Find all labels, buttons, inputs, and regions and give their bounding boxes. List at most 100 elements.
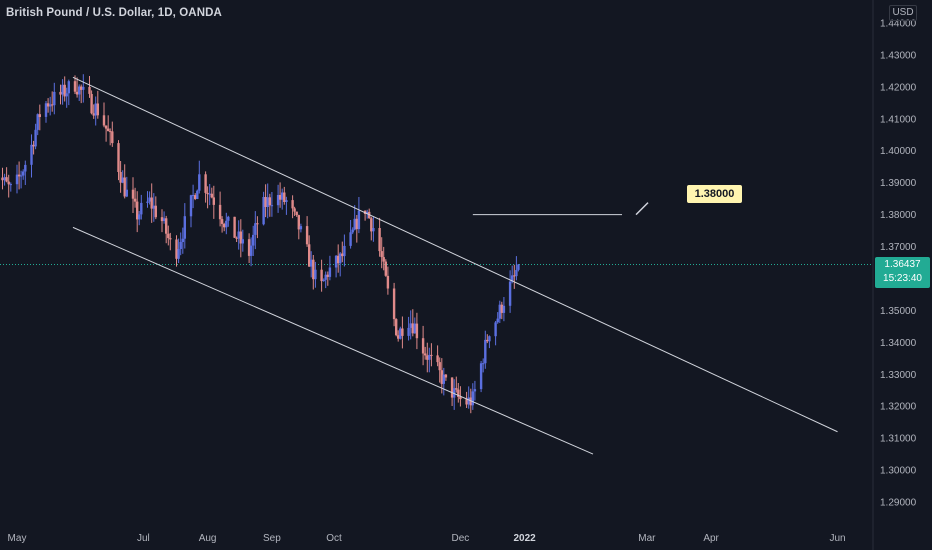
candle-body xyxy=(268,197,271,206)
candle-body xyxy=(482,363,485,365)
candle-body xyxy=(148,197,151,202)
candle-body xyxy=(9,184,12,186)
y-tick-label: 1.34000 xyxy=(880,338,917,349)
candle-body xyxy=(426,355,429,360)
candle-body xyxy=(314,269,317,280)
candle-body xyxy=(264,197,267,207)
candle-body xyxy=(424,353,427,356)
candle-body xyxy=(305,226,309,245)
x-tick-label: 2022 xyxy=(513,533,536,544)
candle-body xyxy=(63,84,66,97)
candle-body xyxy=(370,218,373,232)
candle-body xyxy=(252,234,255,246)
currency-badge[interactable]: USD xyxy=(889,5,917,21)
candle-body xyxy=(123,177,126,197)
candle-body xyxy=(281,192,284,200)
candle-body xyxy=(392,288,396,320)
candle-body xyxy=(399,328,402,339)
x-tick-label: May xyxy=(8,533,27,544)
candle-body xyxy=(125,189,128,197)
candle-body xyxy=(227,216,230,221)
candle-body xyxy=(204,174,207,193)
x-tick-label: Oct xyxy=(326,533,342,544)
candle-body xyxy=(283,192,286,202)
candles-group xyxy=(1,74,520,414)
candle-body xyxy=(102,115,106,126)
candle-body xyxy=(440,370,443,384)
candle-body xyxy=(326,274,329,277)
candle-body xyxy=(366,211,369,214)
y-tick-label: 1.40000 xyxy=(880,146,917,157)
candle-body xyxy=(189,195,193,217)
candle-body xyxy=(5,177,8,182)
candle-body xyxy=(444,374,448,378)
candle-body xyxy=(310,259,313,267)
candle-body xyxy=(117,143,120,172)
candle-body xyxy=(138,214,141,220)
y-tick-label: 1.30000 xyxy=(880,466,917,477)
candle-body xyxy=(465,399,468,405)
candle-body xyxy=(107,128,110,132)
candle-body xyxy=(198,174,201,191)
candle-body xyxy=(473,389,477,392)
channel-upper-line[interactable] xyxy=(72,76,838,433)
y-tick-label: 1.44000 xyxy=(880,19,917,30)
candle-body xyxy=(291,200,294,209)
candle-body xyxy=(413,323,416,334)
candle-body xyxy=(78,86,81,95)
y-tick-label: 1.32000 xyxy=(880,402,917,413)
y-tick-label: 1.35000 xyxy=(880,306,917,317)
candle-body xyxy=(34,129,37,147)
candle-body xyxy=(500,304,503,313)
candle-body xyxy=(179,242,182,249)
candle-body xyxy=(511,275,514,282)
channel-lower-line[interactable] xyxy=(72,226,594,455)
candle-body xyxy=(167,233,170,239)
candle-body xyxy=(19,175,23,177)
candle-body xyxy=(136,201,139,220)
candle-body xyxy=(450,377,454,398)
y-tick-label: 1.31000 xyxy=(880,434,917,445)
candle-body xyxy=(372,228,375,232)
price-axis: 1.44000 1.43000 1.42000 1.41000 1.40000 1.390… xyxy=(880,19,917,509)
candle-body xyxy=(488,336,491,342)
candle-body xyxy=(191,195,195,197)
candle-body xyxy=(67,81,70,94)
candle-body xyxy=(515,270,518,277)
candle-body xyxy=(357,210,361,230)
candle-body xyxy=(266,197,269,207)
candle-body xyxy=(471,391,474,406)
candle-body xyxy=(175,239,178,259)
candle-body xyxy=(397,335,400,339)
candle-body xyxy=(241,239,244,244)
y-tick-label: 1.38000 xyxy=(880,210,917,221)
candle-body xyxy=(494,322,497,337)
candle-body xyxy=(162,218,166,221)
candle-body xyxy=(92,113,95,116)
price-callout-label[interactable]: 1.38000 xyxy=(686,184,743,204)
candle-body xyxy=(146,201,149,203)
y-tick-label: 1.39000 xyxy=(880,178,917,189)
candle-body xyxy=(194,195,197,199)
candle-body xyxy=(278,195,282,200)
candle-body xyxy=(210,193,213,198)
candle-body xyxy=(355,218,358,230)
candle-body xyxy=(421,338,425,354)
candle-body xyxy=(208,193,211,195)
candle-body xyxy=(270,205,274,207)
candle-body xyxy=(212,197,215,205)
candle-body xyxy=(32,144,35,147)
candle-body xyxy=(3,177,6,181)
candle-body xyxy=(324,274,327,280)
candle-body xyxy=(382,257,385,262)
candle-body xyxy=(75,91,79,95)
candle-body xyxy=(256,223,259,225)
candle-body xyxy=(94,103,97,116)
candle-body xyxy=(235,237,238,239)
candle-body xyxy=(401,328,404,336)
candle-body xyxy=(343,245,346,257)
candle-body xyxy=(502,305,506,313)
x-tick-label: Jun xyxy=(829,533,845,544)
candle-body xyxy=(453,388,456,398)
